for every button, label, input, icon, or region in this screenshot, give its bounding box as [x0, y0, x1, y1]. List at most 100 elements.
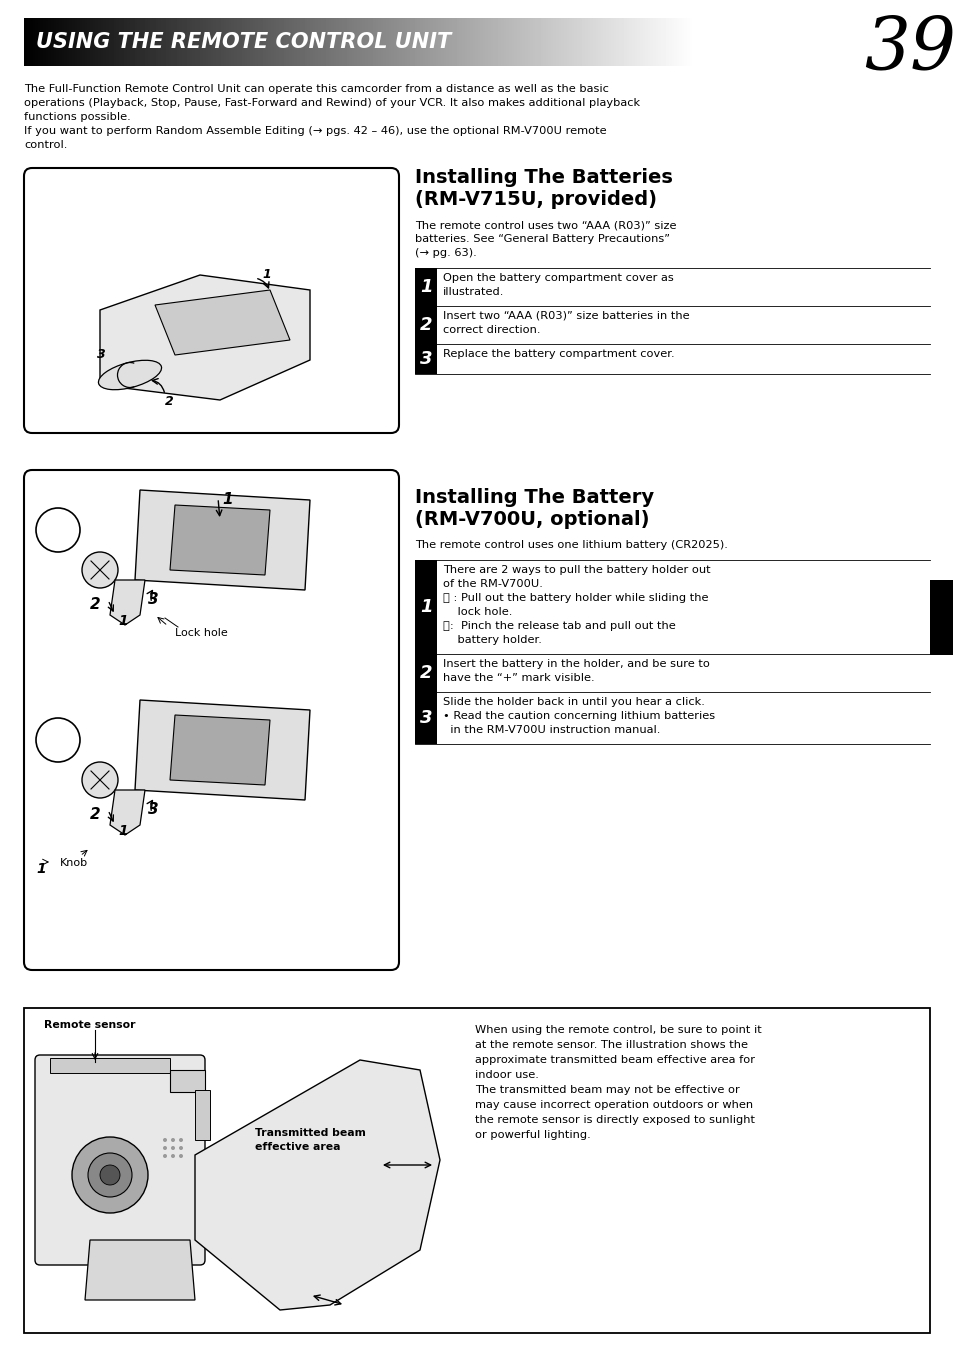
Text: 2: 2: [90, 808, 100, 822]
Text: • Read the caution concerning lithium batteries: • Read the caution concerning lithium ba…: [442, 711, 715, 721]
Polygon shape: [85, 1240, 194, 1299]
Bar: [415, 344, 436, 374]
Text: functions possible.: functions possible.: [24, 112, 131, 122]
Text: or powerful lighting.: or powerful lighting.: [475, 1130, 590, 1140]
Polygon shape: [110, 580, 145, 625]
Circle shape: [88, 1153, 132, 1196]
Text: The Full-Function Remote Control Unit can operate this camcorder from a distance: The Full-Function Remote Control Unit ca…: [24, 84, 608, 93]
Text: 1: 1: [36, 862, 46, 875]
Bar: [415, 654, 436, 692]
Text: Ⓑ:  Pinch the release tab and pull out the: Ⓑ: Pinch the release tab and pull out th…: [442, 621, 675, 631]
Text: Slide the holder back in until you hear a click.: Slide the holder back in until you hear …: [442, 696, 704, 707]
Circle shape: [163, 1146, 167, 1150]
Text: effective area: effective area: [254, 1142, 340, 1152]
Text: USING THE REMOTE CONTROL UNIT: USING THE REMOTE CONTROL UNIT: [36, 33, 451, 51]
Polygon shape: [100, 275, 310, 400]
Text: The transmitted beam may not be effective or: The transmitted beam may not be effectiv…: [475, 1085, 739, 1095]
Bar: [194, 1089, 210, 1140]
Polygon shape: [135, 491, 310, 589]
Circle shape: [82, 551, 118, 588]
Text: Transmitted beam: Transmitted beam: [254, 1127, 366, 1138]
Bar: [24, 1008, 929, 1333]
Text: 1: 1: [222, 492, 233, 507]
FancyBboxPatch shape: [24, 470, 398, 970]
Circle shape: [171, 1146, 174, 1150]
Text: If you want to perform Random Assemble Editing (→ pgs. 42 – 46), use the optiona: If you want to perform Random Assemble E…: [24, 126, 606, 136]
Text: Remote sensor: Remote sensor: [44, 1020, 135, 1030]
Text: Lock hole: Lock hole: [174, 627, 228, 638]
Text: at the remote sensor. The illustration shows the: at the remote sensor. The illustration s…: [475, 1041, 747, 1050]
Circle shape: [171, 1154, 174, 1159]
Text: correct direction.: correct direction.: [442, 325, 540, 335]
Text: 1: 1: [262, 268, 271, 280]
FancyBboxPatch shape: [35, 1056, 205, 1266]
Text: battery holder.: battery holder.: [442, 635, 541, 645]
Text: batteries. See “General Battery Precautions”: batteries. See “General Battery Precauti…: [415, 234, 669, 244]
Text: 3: 3: [97, 348, 106, 360]
Text: 3: 3: [419, 709, 432, 728]
Text: 3: 3: [148, 592, 158, 607]
Circle shape: [179, 1154, 183, 1159]
FancyBboxPatch shape: [24, 168, 398, 434]
Circle shape: [163, 1138, 167, 1142]
Circle shape: [163, 1154, 167, 1159]
Polygon shape: [170, 505, 270, 575]
Text: The remote control uses two “AAA (R03)” size: The remote control uses two “AAA (R03)” …: [415, 220, 676, 230]
Text: approximate transmitted beam effective area for: approximate transmitted beam effective a…: [475, 1056, 754, 1065]
Text: 1: 1: [419, 598, 432, 617]
Text: Insert two “AAA (R03)” size batteries in the: Insert two “AAA (R03)” size batteries in…: [442, 312, 689, 321]
Ellipse shape: [98, 360, 161, 390]
Text: operations (Playback, Stop, Pause, Fast-Forward and Rewind) of your VCR. It also: operations (Playback, Stop, Pause, Fast-…: [24, 98, 639, 108]
Bar: [415, 306, 436, 344]
Circle shape: [171, 1138, 174, 1142]
Circle shape: [100, 1165, 120, 1186]
Polygon shape: [135, 701, 310, 799]
Text: in the RM-V700U instruction manual.: in the RM-V700U instruction manual.: [442, 725, 659, 734]
Text: Open the battery compartment cover as: Open the battery compartment cover as: [442, 272, 673, 283]
Text: 3: 3: [148, 802, 158, 817]
Polygon shape: [154, 290, 290, 355]
Text: Insert the battery in the holder, and be sure to: Insert the battery in the holder, and be…: [442, 659, 709, 669]
Text: the remote sensor is directly exposed to sunlight: the remote sensor is directly exposed to…: [475, 1115, 754, 1125]
Text: may cause incorrect operation outdoors or when: may cause incorrect operation outdoors o…: [475, 1100, 752, 1110]
Text: control.: control.: [24, 140, 68, 150]
Text: The remote control uses one lithium battery (CR2025).: The remote control uses one lithium batt…: [415, 541, 727, 550]
Circle shape: [36, 718, 80, 762]
Text: (→ pg. 63).: (→ pg. 63).: [415, 248, 476, 257]
Text: When using the remote control, be sure to point it: When using the remote control, be sure t…: [475, 1024, 760, 1035]
Polygon shape: [170, 715, 270, 785]
Text: 39: 39: [863, 14, 953, 84]
Circle shape: [71, 1137, 148, 1213]
Text: (RM-V700U, optional): (RM-V700U, optional): [415, 509, 649, 528]
Polygon shape: [110, 790, 145, 835]
Text: 1: 1: [118, 614, 128, 627]
Bar: [929, 580, 953, 654]
Bar: [415, 692, 436, 744]
Bar: [50, 1058, 170, 1073]
Text: 1: 1: [118, 824, 128, 837]
Circle shape: [36, 508, 80, 551]
Text: illustrated.: illustrated.: [442, 287, 504, 297]
Polygon shape: [194, 1060, 439, 1310]
Text: Ⓐ : Pull out the battery holder while sliding the: Ⓐ : Pull out the battery holder while sl…: [442, 593, 708, 603]
Bar: [170, 1070, 205, 1092]
Text: lock hole.: lock hole.: [442, 607, 512, 617]
Text: Replace the battery compartment cover.: Replace the battery compartment cover.: [442, 350, 674, 359]
Text: 2: 2: [165, 396, 173, 408]
Bar: [415, 560, 436, 654]
Text: 2: 2: [419, 664, 432, 682]
Text: 2: 2: [419, 316, 432, 333]
Bar: [415, 268, 436, 306]
Text: have the “+” mark visible.: have the “+” mark visible.: [442, 673, 594, 683]
Text: There are 2 ways to pull the battery holder out: There are 2 ways to pull the battery hol…: [442, 565, 710, 575]
Circle shape: [179, 1138, 183, 1142]
Circle shape: [179, 1146, 183, 1150]
Circle shape: [82, 762, 118, 798]
Text: indoor use.: indoor use.: [475, 1070, 538, 1080]
Text: 3: 3: [419, 350, 432, 369]
Text: Installing The Battery: Installing The Battery: [415, 488, 654, 507]
Text: Installing The Batteries: Installing The Batteries: [415, 168, 672, 187]
Text: (RM-V715U, provided): (RM-V715U, provided): [415, 190, 657, 209]
Text: 1: 1: [419, 278, 432, 295]
Text: Knob: Knob: [60, 858, 88, 869]
